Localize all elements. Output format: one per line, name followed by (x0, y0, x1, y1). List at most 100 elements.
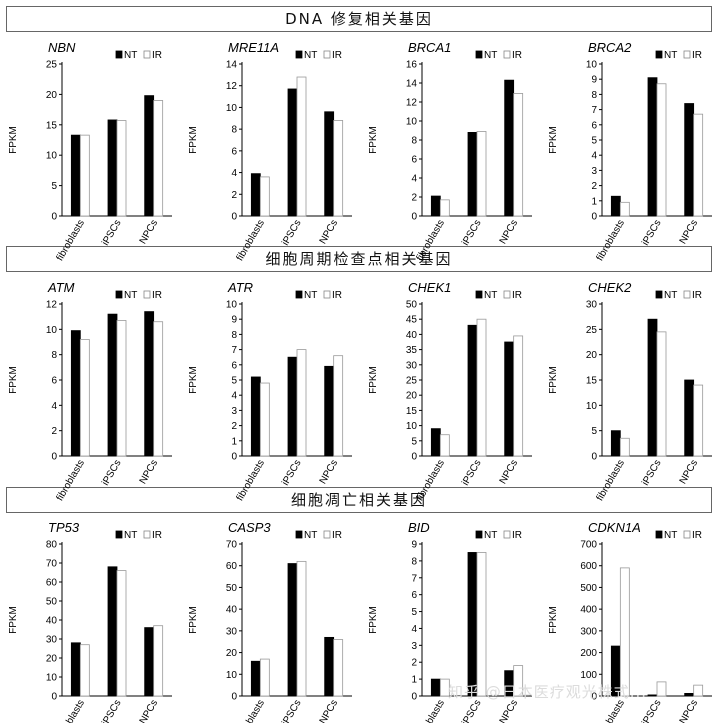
bar-ir-npcs (333, 355, 344, 457)
y-axis-label: FPKM (368, 606, 379, 634)
legend-swatch-ir (503, 530, 511, 539)
y-tick-label: 25 (586, 325, 598, 336)
legend-label-nt: NT (484, 50, 497, 61)
y-tick-label: 8 (231, 330, 237, 341)
bar-ir-ipscs (476, 318, 487, 457)
legend-swatch-ir (683, 530, 691, 539)
bar-ir-ipscs (116, 120, 127, 217)
legend-label-nt: NT (304, 290, 317, 301)
y-tick-label: 100 (580, 670, 597, 681)
y-tick-label: 45 (406, 315, 418, 326)
y-tick-label: 30 (586, 300, 598, 311)
bar-nt-ipscs (467, 552, 478, 697)
bar-nt-fibroblasts (430, 428, 441, 457)
legend-swatch-ir (323, 50, 331, 59)
y-tick-label: 10 (406, 421, 418, 432)
bar-ir-fibroblasts (619, 201, 630, 217)
legend-swatch-ir (503, 50, 511, 59)
bar-nt-fibroblasts (70, 642, 81, 697)
y-tick-label: 6 (231, 146, 237, 157)
legend-label-ir: IR (692, 50, 702, 61)
chart-panel-atm: ATM NT IR FPKM 0 2 4 6 8 10 12 fibroblasts iPSCs NPCs (4, 278, 182, 503)
legend-swatch-nt (115, 530, 123, 539)
legend-label-ir: IR (152, 290, 162, 301)
legend-label-ir: IR (512, 290, 522, 301)
chart-panel-atr: ATR NT IR FPKM 0 1 2 3 4 5 6 7 8 9 10 fibroblasts iPSCs N… (184, 278, 362, 503)
legend-label-nt: NT (484, 290, 497, 301)
y-tick-label: 10 (586, 60, 598, 71)
legend-label-nt: NT (484, 530, 497, 541)
y-tick-label: 9 (591, 75, 597, 86)
legend-label-ir: IR (332, 290, 342, 301)
bar-nt-fibroblasts (610, 430, 621, 457)
bar-ir-fibroblasts (619, 437, 630, 457)
y-tick-label: 6 (51, 376, 57, 387)
y-tick-label: 15 (406, 406, 418, 417)
y-tick-label: 6 (591, 120, 597, 131)
chart-title: ATM (47, 280, 75, 295)
legend-swatch-ir (503, 290, 511, 299)
y-tick-label: 8 (411, 556, 417, 567)
bar-ir-npcs (513, 335, 524, 457)
y-axis-label: FPKM (8, 366, 19, 394)
y-tick-label: 20 (46, 90, 58, 101)
chart-title: ATR (227, 280, 253, 295)
section-header-apoptosis: 细胞凋亡相关基因 (6, 487, 712, 513)
bar-nt-npcs (504, 341, 515, 457)
bar-ir-ipscs (116, 320, 127, 457)
y-tick-label: 20 (46, 654, 58, 665)
y-tick-label: 2 (591, 181, 597, 192)
x-tick-label: NPCs (318, 698, 341, 723)
y-tick-label: 5 (411, 436, 417, 447)
y-tick-label: 30 (406, 360, 418, 371)
y-tick-label: 4 (231, 168, 237, 179)
x-tick-label: NPCs (318, 218, 341, 246)
y-tick-label: 8 (591, 90, 597, 101)
bar-ir-fibroblasts (439, 434, 450, 457)
y-tick-label: 6 (411, 590, 417, 601)
chart-panel-tp53: TP53 NT IR FPKM 0 10 20 30 40 50 60 70 80 fibroblasts… (4, 518, 182, 723)
y-tick-label: 25 (406, 376, 418, 387)
bar-nt-fibroblasts (430, 678, 441, 697)
legend-swatch-nt (115, 290, 123, 299)
bar-ir-fibroblasts (79, 644, 90, 697)
y-tick-label: 5 (51, 181, 57, 192)
y-tick-label: 10 (226, 103, 238, 114)
bar-nt-ipscs (287, 356, 298, 457)
y-axis-label: FPKM (368, 366, 379, 394)
legend-swatch-nt (295, 530, 303, 539)
bar-nt-ipscs (107, 119, 118, 217)
x-tick-label: iPSCs (280, 458, 303, 488)
legend-label-nt: NT (124, 290, 137, 301)
y-axis-label: FPKM (368, 126, 379, 154)
bar-ir-fibroblasts (439, 678, 450, 697)
x-tick-label: iPSCs (100, 698, 123, 723)
legend-label-nt: NT (664, 530, 677, 541)
y-tick-label: 30 (226, 626, 238, 637)
legend-label-ir: IR (692, 290, 702, 301)
chart-panel-nbn: NBN NT IR FPKM 0 5 10 15 20 25 fibroblasts iPSCs NPC… (4, 38, 182, 263)
y-tick-label: 0 (231, 692, 237, 703)
y-tick-label: 1 (591, 196, 597, 207)
legend-swatch-ir (143, 50, 151, 59)
bar-ir-ipscs (296, 349, 307, 457)
x-tick-label: iPSCs (460, 218, 483, 248)
legend-label-nt: NT (664, 50, 677, 61)
y-tick-label: 0 (231, 452, 237, 463)
legend-label-nt: NT (124, 50, 137, 61)
y-tick-label: 7 (591, 105, 597, 116)
bar-ir-ipscs (476, 131, 487, 217)
bar-nt-fibroblasts (430, 195, 441, 217)
x-tick-label: iPSCs (640, 458, 663, 488)
y-tick-label: 10 (406, 117, 418, 128)
y-tick-label: 0 (591, 212, 597, 223)
y-tick-label: 14 (406, 79, 418, 90)
legend-swatch-nt (655, 50, 663, 59)
legend-swatch-ir (323, 530, 331, 539)
y-tick-label: 10 (46, 325, 58, 336)
y-tick-label: 400 (580, 605, 597, 616)
y-tick-label: 0 (591, 692, 597, 703)
y-tick-label: 60 (226, 561, 238, 572)
y-tick-label: 40 (406, 330, 418, 341)
